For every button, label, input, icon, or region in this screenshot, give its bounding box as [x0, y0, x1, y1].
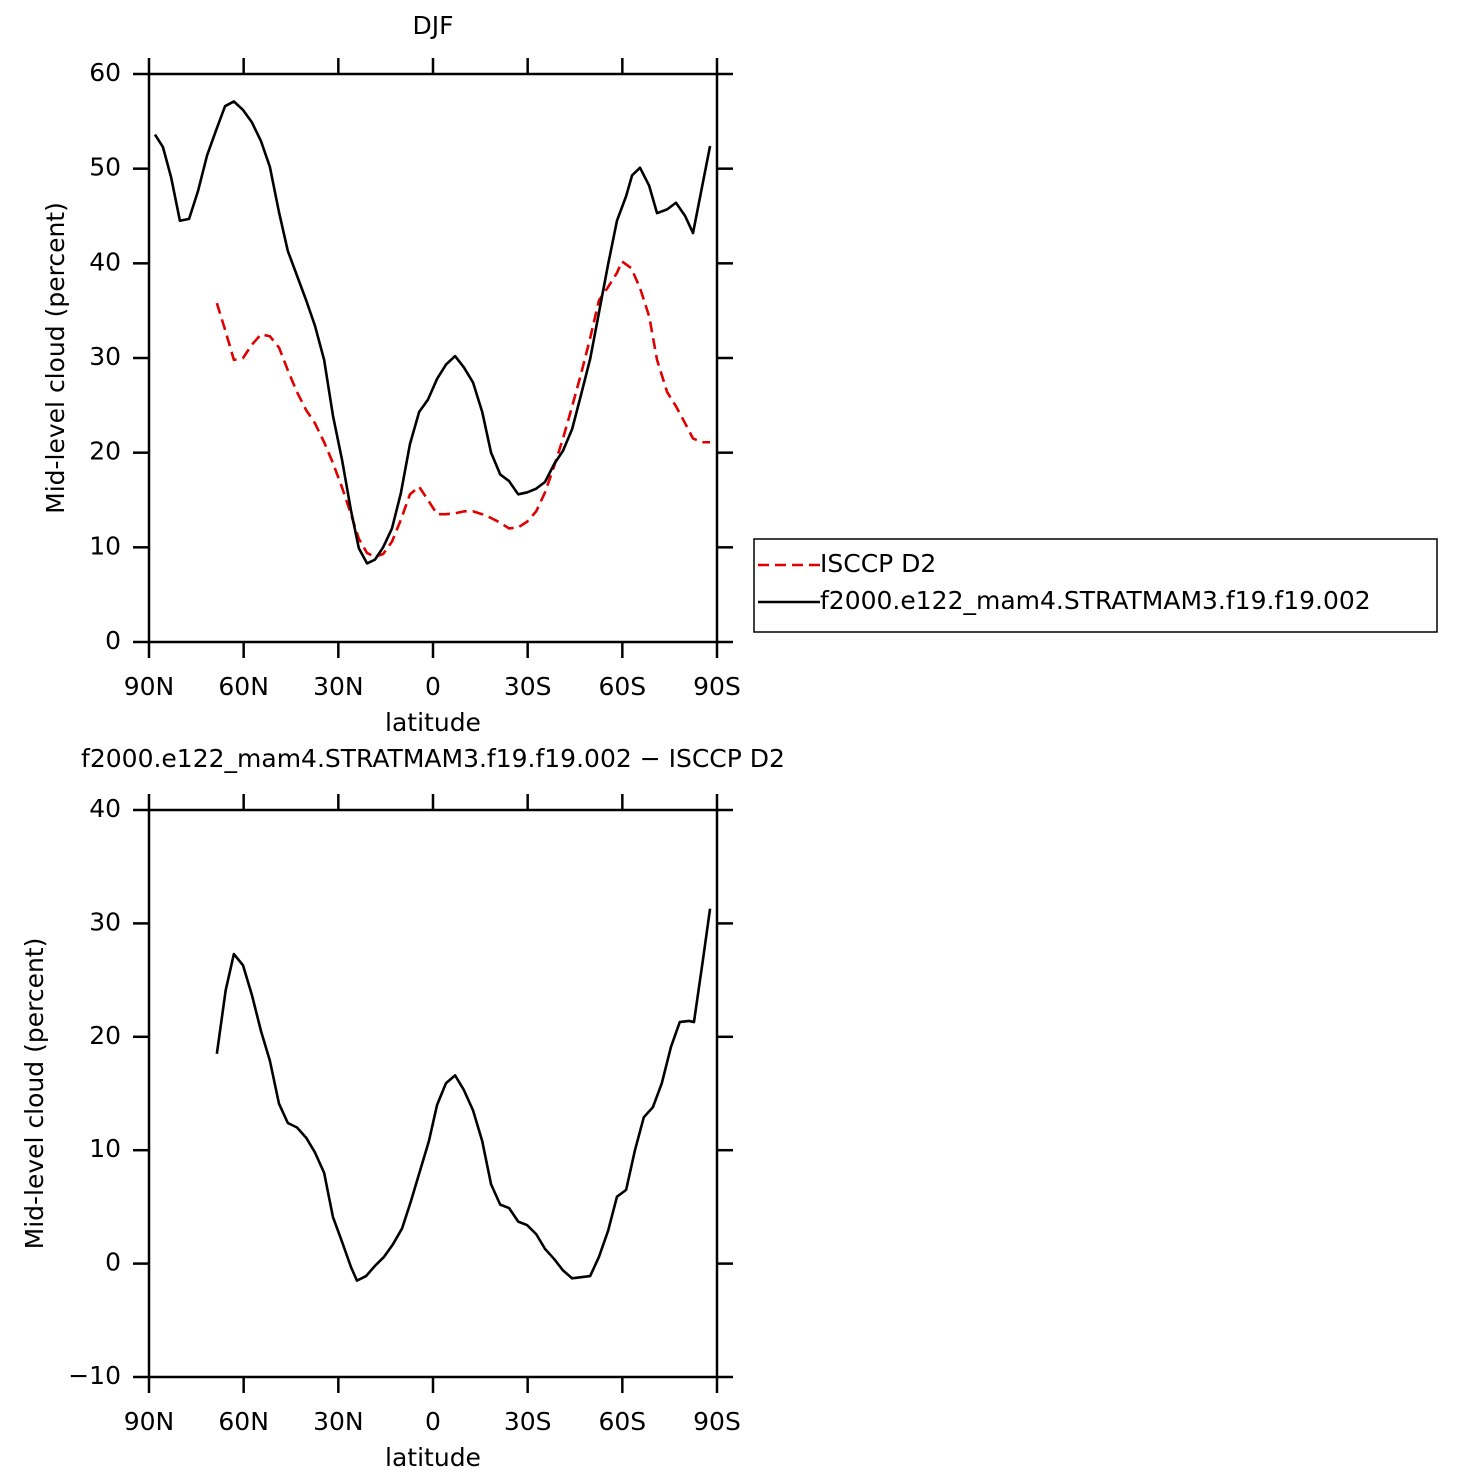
y-tick-label: 0: [105, 1248, 121, 1277]
x-tick-label: 90N: [124, 672, 175, 701]
x-tick-label: 30N: [313, 1407, 364, 1436]
x-tick-label: 60N: [218, 1407, 269, 1436]
y-tick-label: 10: [89, 1134, 121, 1163]
y-tick-label: 30: [89, 342, 121, 371]
x-tick-label: 60S: [598, 672, 646, 701]
y-axis-label: Mid-level cloud (percent): [41, 202, 70, 514]
data-line: [153, 100, 712, 565]
plot-frame: [147, 808, 719, 1379]
chart-title: f2000.e122_mam4.STRATMAM3.f19.f19.002 − …: [81, 744, 785, 773]
x-tick-label: 30S: [504, 1407, 552, 1436]
y-tick-label: 20: [89, 1021, 121, 1050]
x-axis-label: latitude: [385, 1443, 481, 1472]
x-tick-label: 0: [425, 672, 441, 701]
y-tick-label: 60: [89, 58, 121, 87]
data-line: [215, 908, 712, 1282]
chart-title: DJF: [412, 11, 453, 40]
x-tick-label: 30N: [313, 672, 364, 701]
legend-label: ISCCP D2: [820, 549, 936, 578]
y-tick-label: 40: [89, 247, 121, 276]
y-axis-label: Mid-level cloud (percent): [20, 938, 49, 1250]
y-tick-label: 50: [89, 153, 121, 182]
x-tick-label: 30S: [504, 672, 552, 701]
legend-box: [753, 538, 1438, 633]
x-tick-label: 60S: [598, 1407, 646, 1436]
y-tick-label: 40: [89, 794, 121, 823]
x-tick-label: 60N: [218, 672, 269, 701]
data-line: [215, 260, 711, 559]
x-tick-label: 0: [425, 1407, 441, 1436]
x-tick-label: 90S: [693, 1407, 741, 1436]
y-tick-label: 10: [89, 531, 121, 560]
y-tick-label: 30: [89, 907, 121, 936]
y-tick-label: 0: [105, 626, 121, 655]
x-tick-label: 90S: [693, 672, 741, 701]
legend-label: f2000.e122_mam4.STRATMAM3.f19.f19.002: [820, 586, 1371, 615]
y-tick-label: 20: [89, 437, 121, 466]
x-tick-label: 90N: [124, 1407, 175, 1436]
x-axis-label: latitude: [385, 708, 481, 737]
y-tick-label: −10: [68, 1361, 121, 1390]
